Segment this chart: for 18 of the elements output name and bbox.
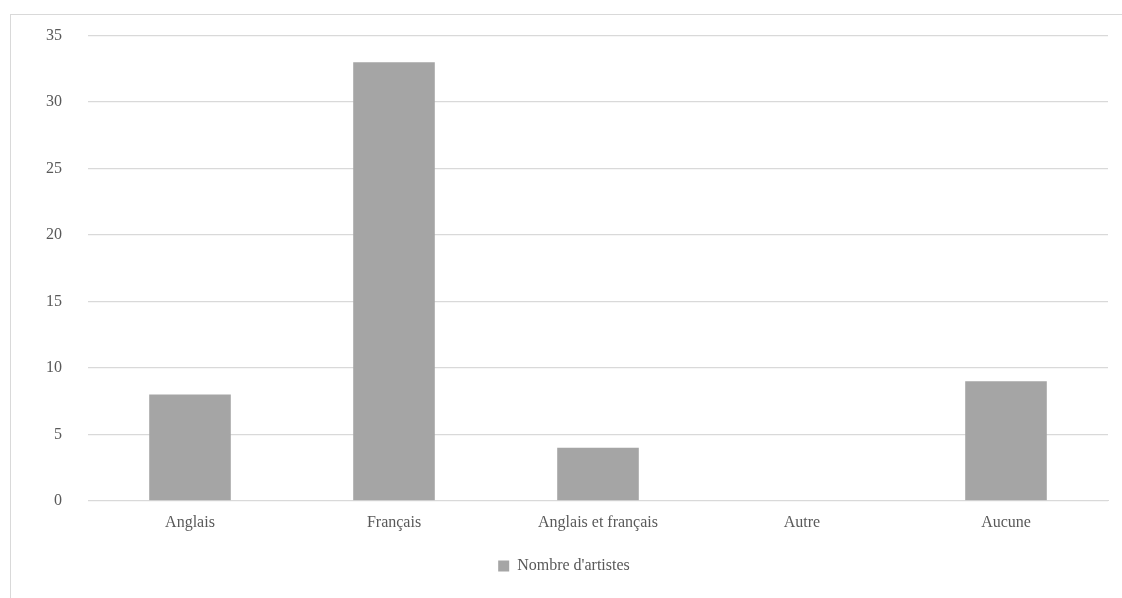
y-tick-label: 25 <box>46 158 62 176</box>
x-tick-label: Anglais et français <box>538 512 658 531</box>
x-tick-label: Autre <box>783 512 821 530</box>
legend-label: Nombre d'artistes <box>517 556 630 574</box>
y-tick-label: 0 <box>54 491 62 508</box>
x-tick-label: Anglais <box>165 512 215 531</box>
bar <box>353 62 435 501</box>
bar <box>557 447 639 501</box>
y-tick-label: 10 <box>46 358 62 376</box>
bar <box>965 381 1047 501</box>
y-tick-label: 5 <box>54 424 62 442</box>
bar <box>149 394 231 501</box>
x-tick-label: Aucune <box>981 512 1031 530</box>
y-tick-label: 15 <box>46 291 62 309</box>
y-tick-label: 20 <box>46 225 62 243</box>
x-tick-label: Français <box>366 512 422 531</box>
y-tick-label: 35 <box>46 25 62 43</box>
y-tick-label: 30 <box>46 92 62 110</box>
